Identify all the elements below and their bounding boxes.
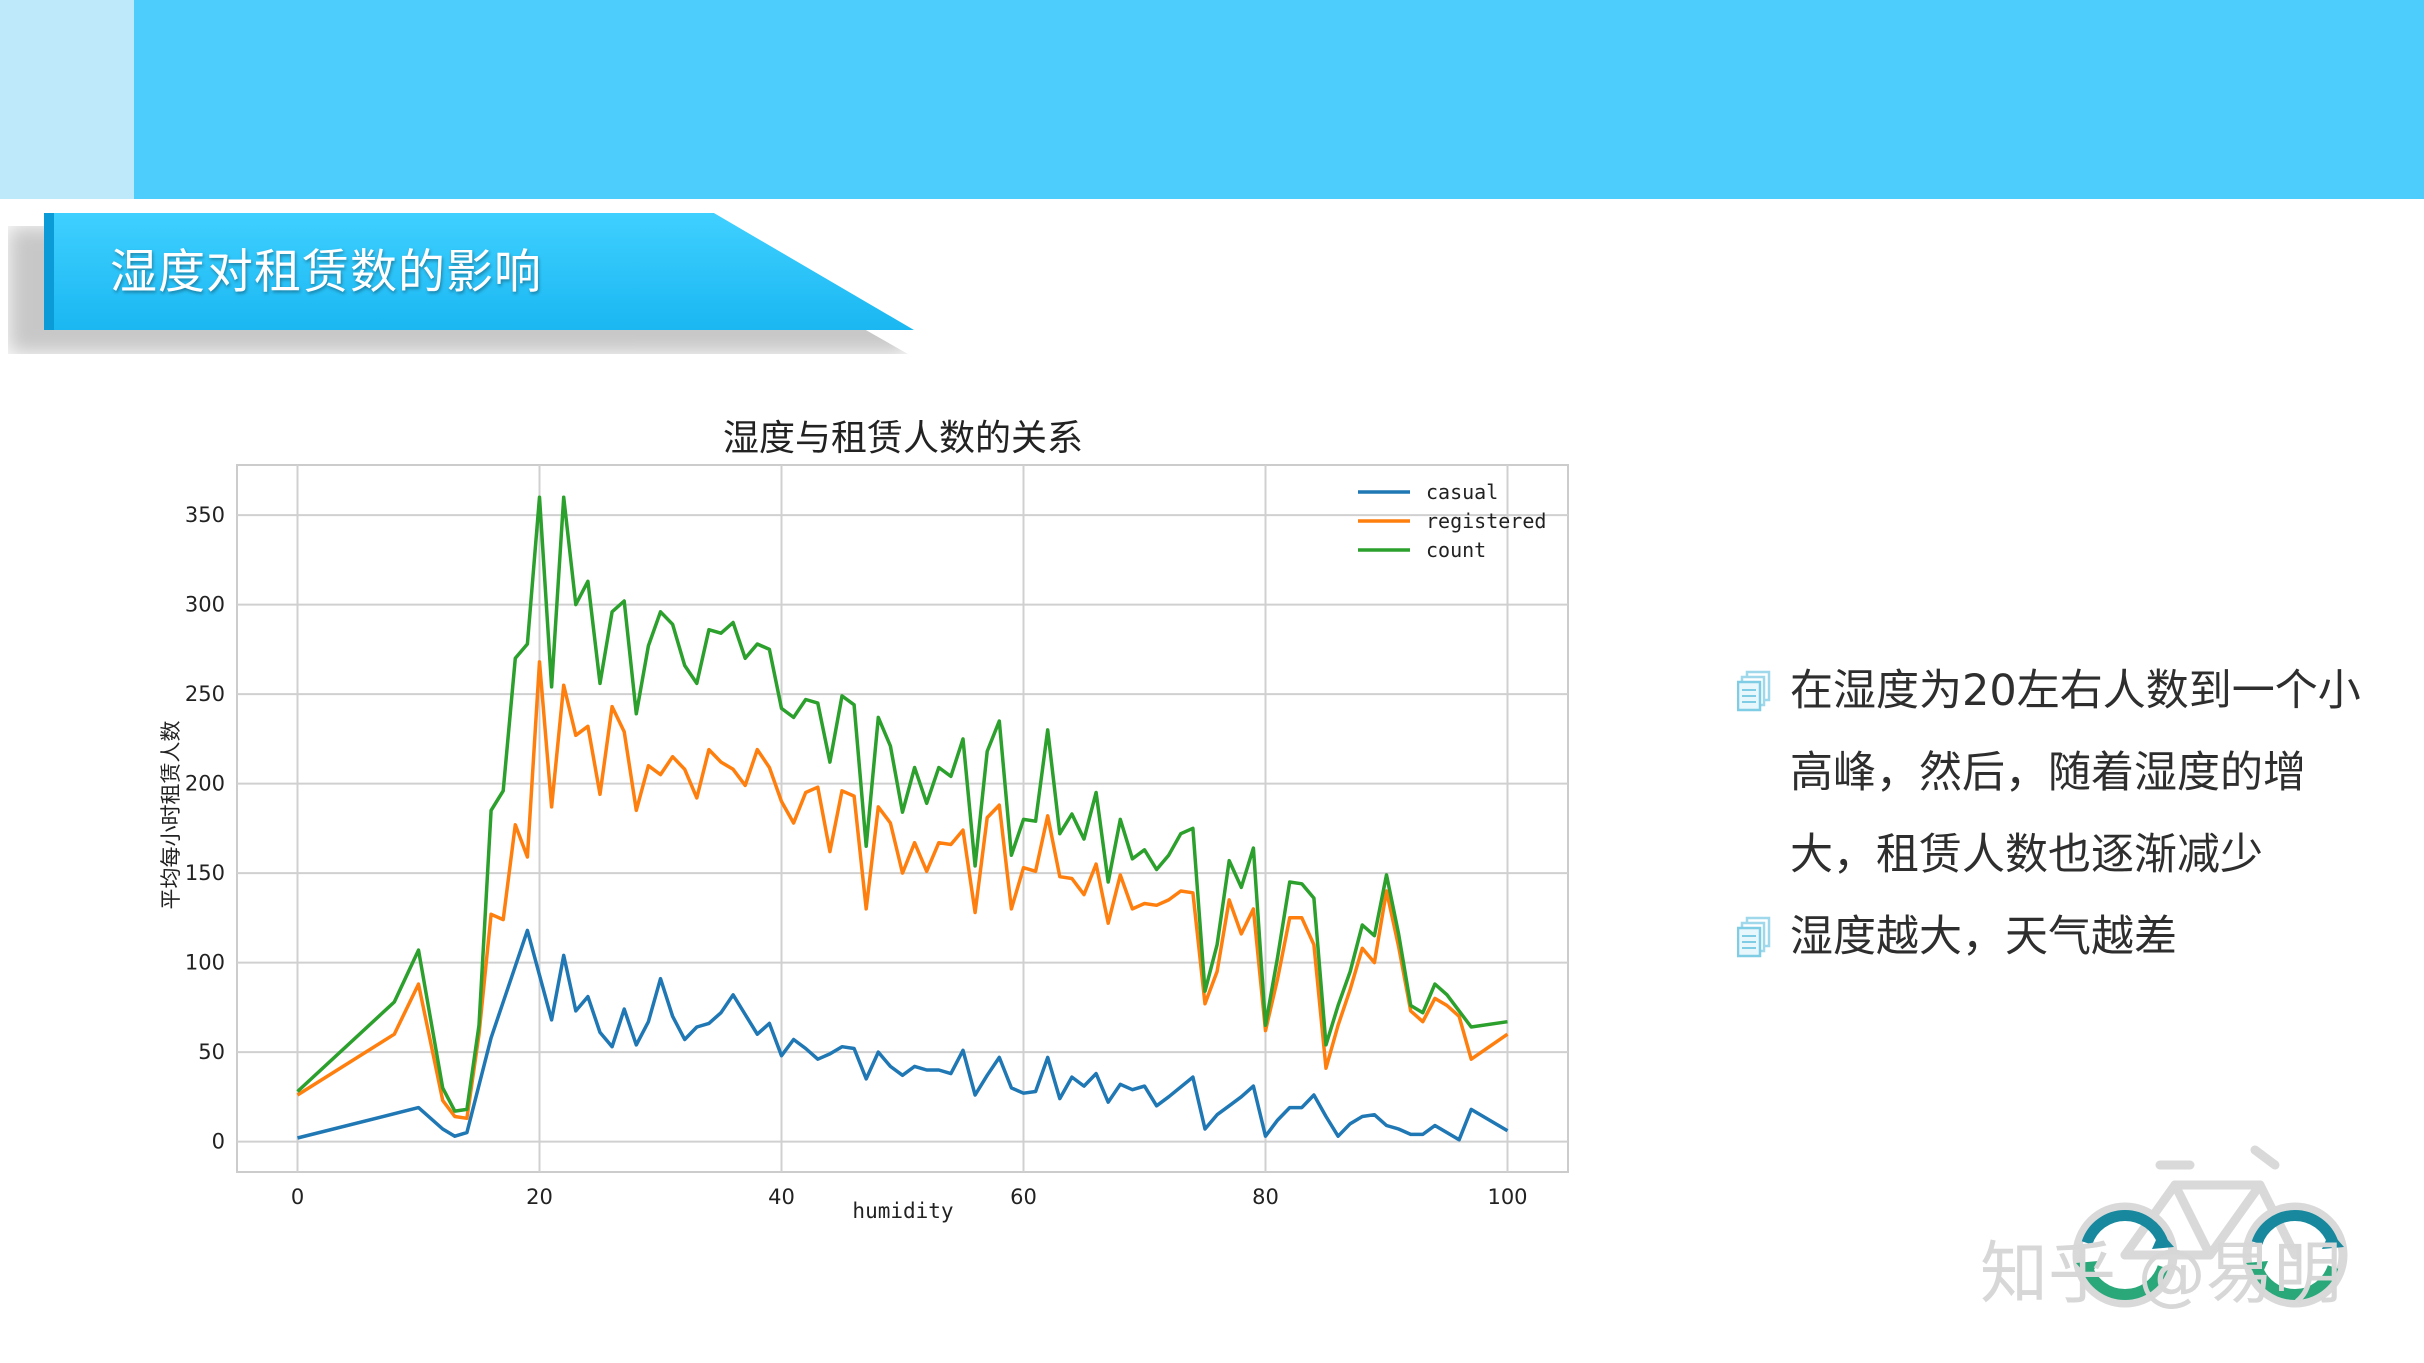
y-tick-label: 350 — [185, 503, 225, 527]
y-tick-label: 150 — [185, 861, 225, 885]
x-tick-label: 40 — [768, 1185, 795, 1209]
y-tick-label: 300 — [185, 593, 225, 617]
series-line-registered — [296, 660, 1509, 1121]
y-tick-label: 50 — [198, 1040, 225, 1064]
plot-frame — [236, 464, 1569, 1173]
x-tick-label: 100 — [1487, 1185, 1527, 1209]
bullet-item-1: 在湿度为20左右人数到一个小高峰，然后，随着湿度的增大，租赁人数也逐渐减少 — [1735, 650, 2375, 896]
y-axis-label: 平均每小时租赁人数 — [159, 721, 183, 910]
series-line-count — [296, 495, 1508, 1113]
plot-area: 0 20 40 60 80 100 0 50 100 150 200 250 300 350 casual r… — [185, 464, 1569, 1209]
document-stack-icon — [1737, 916, 1771, 958]
legend-label-count: count — [1426, 538, 1486, 562]
legend-label-casual: casual — [1426, 480, 1498, 504]
y-tick-label: 0 — [212, 1130, 225, 1154]
chart-title: 湿度与租赁人数的关系 — [723, 418, 1083, 459]
series-line-casual — [297, 928, 1509, 1142]
x-tick-label: 20 — [526, 1185, 553, 1209]
legend-label-registered: registered — [1426, 509, 1546, 533]
bullet-item-2: 湿度越大，天气越差 — [1735, 896, 2375, 978]
y-tick-label: 100 — [185, 951, 225, 975]
bullet-text-2: 湿度越大，天气越差 — [1790, 912, 2177, 962]
top-banner-band — [0, 0, 2424, 199]
line-chart: 湿度与租赁人数的关系 0 20 40 60 80 100 0 50 100 150 200 250 30… — [159, 418, 1569, 1223]
section-banner-edge — [44, 213, 54, 330]
top-banner-accent-block — [0, 0, 134, 199]
y-tick-label: 250 — [185, 682, 225, 706]
y-tick-label: 200 — [185, 772, 225, 796]
x-tick-label: 0 — [291, 1185, 304, 1209]
x-tick-label: 60 — [1010, 1185, 1037, 1209]
bullet-text-1: 在湿度为20左右人数到一个小高峰，然后，随着湿度的增大，租赁人数也逐渐减少 — [1790, 666, 2361, 880]
x-tick-label: 80 — [1252, 1185, 1279, 1209]
bullet-list: 在湿度为20左右人数到一个小高峰，然后，随着湿度的增大，租赁人数也逐渐减少 湿度… — [1735, 650, 2375, 978]
x-axis-label: humidity — [852, 1199, 953, 1223]
section-title: 湿度对租赁数的影响 — [110, 245, 542, 300]
watermark: 知乎 @易明 — [1980, 1235, 2342, 1314]
document-stack-icon — [1737, 670, 1771, 712]
bicycle-logo — [2072, 1145, 2348, 1308]
